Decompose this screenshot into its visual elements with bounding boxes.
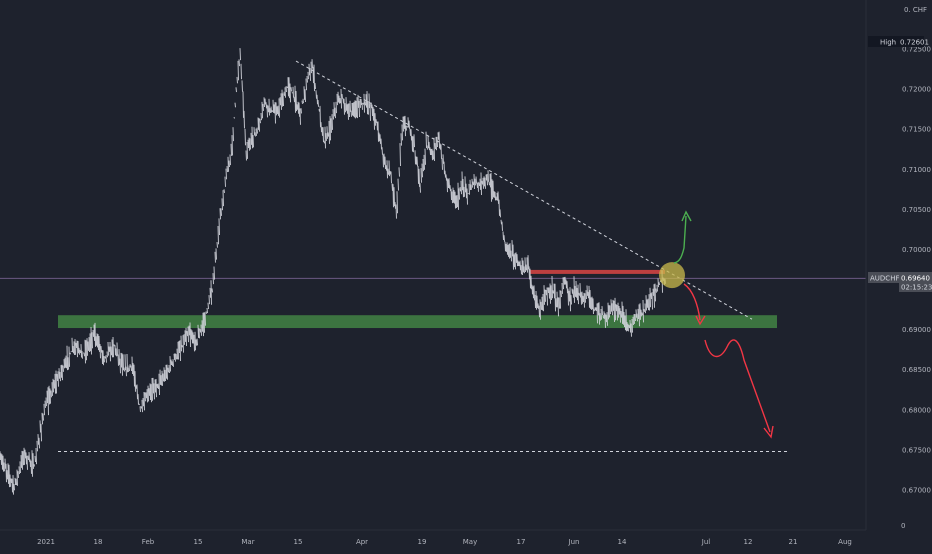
x-tick-label: 17 — [517, 538, 526, 546]
symbol-tag: AUDCHF — [870, 275, 899, 283]
x-tick-label: 15 — [194, 538, 203, 546]
highlight-circle — [659, 262, 685, 289]
bearish-projection-arrowhead — [763, 425, 774, 439]
resistance-zone — [530, 269, 665, 274]
currency-label: 0. CHF — [904, 6, 927, 14]
y-tick-label: 0.67000 — [902, 487, 931, 495]
trendlines-layer — [0, 60, 866, 453]
high-tag-value: 0.72601 — [900, 39, 929, 47]
x-tick-label: 21 — [789, 538, 798, 546]
y-tick-label: 0.69000 — [902, 326, 931, 334]
high-tag: High 0.72601 — [868, 36, 929, 47]
y-tick-label: 0.70500 — [902, 206, 931, 214]
y-tick-label: 0.72000 — [902, 86, 931, 94]
bar-countdown: 02:15:23 — [901, 284, 932, 292]
bullish-arrow — [673, 215, 687, 264]
x-tick-label: Jun — [568, 538, 580, 546]
x-tick-label: May — [463, 538, 477, 546]
x-tick-label: 18 — [94, 538, 103, 546]
x-tick-label: Apr — [356, 538, 368, 546]
x-tick-label: Jul — [701, 538, 711, 546]
y-tick-label: 0.70000 — [902, 246, 931, 254]
y-tick-label: 0.67500 — [902, 446, 931, 454]
time-axis[interactable]: 2021 18 Feb 15 Mar 15 Apr 19 May 17 Jun 14 Jul 12 21 Au… — [37, 538, 852, 546]
y-tick-label: 0.68500 — [902, 366, 931, 374]
x-tick-label: Feb — [142, 538, 155, 546]
x-tick-label: 14 — [618, 538, 627, 546]
bullish-arrowhead — [681, 210, 692, 222]
price-axis-zero: 0 — [901, 522, 905, 530]
x-tick-label: Mar — [241, 538, 254, 546]
high-tag-label: High — [880, 39, 896, 47]
bearish-arrow — [683, 283, 701, 321]
y-tick-label: 0.71500 — [902, 126, 931, 134]
x-tick-label: 12 — [744, 538, 753, 546]
annotations-layer — [659, 210, 774, 439]
x-tick-label: 2021 — [37, 538, 55, 546]
x-tick-label: Aug — [838, 538, 852, 546]
current-price-value: 0.69640 — [901, 275, 930, 283]
bearish-projection-arrow — [704, 339, 771, 433]
support-zone — [58, 315, 777, 329]
current-price-tag: AUDCHF 0.69640 02:15:23 — [868, 272, 932, 292]
x-tick-label: 19 — [418, 538, 427, 546]
price-series — [0, 48, 666, 495]
series-layer — [0, 48, 666, 495]
x-tick-label: 15 — [294, 538, 303, 546]
y-tick-label: 0.68000 — [902, 406, 931, 414]
y-tick-label: 0.71000 — [902, 166, 931, 174]
y-tick-label: 0.72500 — [902, 46, 931, 54]
bearish-arrowhead — [695, 315, 706, 326]
